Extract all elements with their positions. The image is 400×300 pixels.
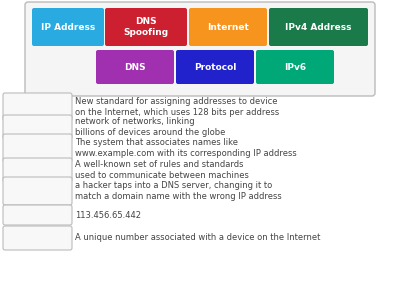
FancyBboxPatch shape: [176, 50, 254, 84]
FancyBboxPatch shape: [25, 2, 375, 96]
Text: New standard for assigning addresses to device
on the Internet, which uses 128 b: New standard for assigning addresses to …: [75, 97, 279, 117]
Text: network of networks, linking
billions of devices around the globe: network of networks, linking billions of…: [75, 117, 225, 137]
Text: IPv4 Address: IPv4 Address: [285, 22, 352, 32]
Text: IP Address: IP Address: [41, 22, 95, 32]
FancyBboxPatch shape: [3, 226, 72, 250]
FancyBboxPatch shape: [3, 158, 72, 182]
FancyBboxPatch shape: [256, 50, 334, 84]
FancyBboxPatch shape: [3, 115, 72, 139]
Text: DNS: DNS: [124, 62, 146, 71]
Text: Protocol: Protocol: [194, 62, 236, 71]
FancyBboxPatch shape: [189, 8, 267, 46]
FancyBboxPatch shape: [3, 134, 72, 162]
Text: DNS
Spoofing: DNS Spoofing: [124, 17, 168, 37]
FancyBboxPatch shape: [3, 177, 72, 205]
FancyBboxPatch shape: [269, 8, 368, 46]
Text: 113.456.65.442: 113.456.65.442: [75, 211, 141, 220]
Text: a hacker taps into a DNS server, changing it to
match a domain name with the wro: a hacker taps into a DNS server, changin…: [75, 181, 282, 201]
Text: A unique number associated with a device on the Internet: A unique number associated with a device…: [75, 233, 320, 242]
Text: The system that associates names like
www.example.com with its corresponding IP : The system that associates names like ww…: [75, 138, 297, 158]
Text: A well-known set of rules and standards
used to communicate between machines: A well-known set of rules and standards …: [75, 160, 249, 180]
FancyBboxPatch shape: [32, 8, 104, 46]
Text: IPv6: IPv6: [284, 62, 306, 71]
FancyBboxPatch shape: [105, 8, 187, 46]
Text: Internet: Internet: [207, 22, 249, 32]
FancyBboxPatch shape: [96, 50, 174, 84]
FancyBboxPatch shape: [3, 93, 72, 121]
FancyBboxPatch shape: [3, 205, 72, 225]
